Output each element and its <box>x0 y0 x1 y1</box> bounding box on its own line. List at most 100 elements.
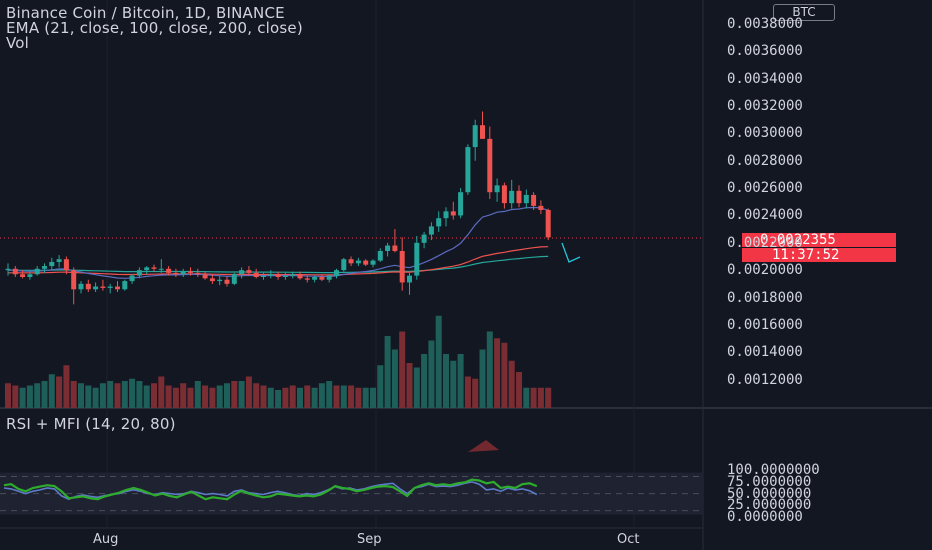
candle-body <box>49 261 55 267</box>
price-tick-label: 0.0026000 <box>727 180 803 197</box>
volume-bar <box>209 387 216 408</box>
rsi-mfi-legend: RSI + MFI (14, 20, 80) <box>6 415 176 433</box>
candle-body <box>231 274 237 284</box>
volume-bar <box>63 365 70 408</box>
volume-bar <box>399 331 406 408</box>
mfi-line <box>3 478 538 501</box>
volume-bar <box>129 378 136 408</box>
volume-bar <box>348 385 355 408</box>
candle-body <box>407 275 412 283</box>
volume-bar <box>450 360 457 408</box>
volume-bar <box>523 387 530 408</box>
candle-body <box>428 226 434 235</box>
time-tick-label: Oct <box>617 532 640 547</box>
candle-body <box>253 272 259 277</box>
volume-bar <box>435 315 442 408</box>
candle-body <box>239 270 245 275</box>
volume-bar <box>282 387 289 408</box>
candle-body <box>188 271 193 273</box>
price-tick-label: 0.0028000 <box>727 152 803 169</box>
oscillator-tick-label: 25.0000000 <box>727 497 812 514</box>
volume-bar <box>362 387 369 408</box>
oscillator-tick-label: 0.0000000 <box>727 509 803 525</box>
volume-bar <box>275 390 282 408</box>
volume-bar <box>70 381 77 408</box>
candle-body <box>282 275 288 277</box>
overbought-fill <box>468 440 499 452</box>
price-tick-label: 0.0012000 <box>727 371 803 388</box>
candle-body <box>12 268 18 275</box>
volume-bar <box>537 387 544 408</box>
volume-bar <box>158 376 165 408</box>
chart-title: Binance Coin / Bitcoin, 1D, BINANCE <box>6 4 285 22</box>
volume-bar <box>114 383 121 408</box>
candle-body <box>195 272 201 275</box>
candle-body <box>348 259 354 264</box>
candle-body <box>377 251 383 261</box>
price-tick-label: 0.0038000 <box>727 16 803 32</box>
volume-bar <box>391 349 398 408</box>
candle-body <box>27 274 33 277</box>
volume-bar <box>260 385 267 408</box>
volume-bar <box>56 376 63 408</box>
candle-body <box>107 286 113 288</box>
volume-bar <box>19 387 26 408</box>
annotation-arrow <box>561 242 581 263</box>
price-tick-label: 0.0024000 <box>727 207 803 224</box>
volume-bar <box>99 383 106 408</box>
volume-bar <box>333 385 340 408</box>
volume-bar <box>318 383 325 408</box>
volume-bar <box>26 385 33 408</box>
volume-bar <box>355 387 362 408</box>
candle-body <box>136 270 142 276</box>
volume-bar <box>457 354 464 408</box>
candle-body <box>443 211 449 219</box>
volume-bar <box>464 376 471 408</box>
oscillator-tick-label: 50.0000000 <box>727 485 812 502</box>
volume-bar <box>194 381 201 408</box>
candle-body <box>209 278 215 282</box>
volume-bar <box>92 387 99 408</box>
volume-bar <box>508 360 515 408</box>
candle-body <box>516 190 522 204</box>
volume-bar <box>289 385 296 408</box>
candle-body <box>319 276 325 280</box>
volume-bar <box>165 385 172 408</box>
volume-bar <box>494 338 501 408</box>
candle-body <box>436 218 442 227</box>
ema200-line <box>7 255 549 274</box>
volume-bar <box>253 383 260 408</box>
candle-body <box>56 259 62 262</box>
volume-bar <box>136 381 143 408</box>
candle-body <box>304 278 310 280</box>
candle-body <box>458 192 464 216</box>
candle-body <box>93 286 99 290</box>
volume-bar <box>304 385 311 408</box>
volume-bar <box>267 387 274 408</box>
oscillator-tick-label: 75.0000000 <box>727 473 812 490</box>
price-tick-label: 0.0036000 <box>727 43 803 60</box>
volume-bar <box>151 383 157 408</box>
volume-bar <box>238 381 245 408</box>
volume-bar <box>121 381 128 408</box>
candle-body <box>158 268 164 270</box>
volume-bar <box>180 383 187 408</box>
candle-body <box>20 274 26 277</box>
volume-bar <box>143 385 150 408</box>
candle-body <box>268 274 274 276</box>
candle-body <box>115 286 120 290</box>
candle-body <box>392 245 398 252</box>
candle-body <box>63 259 69 271</box>
candle-body <box>523 194 529 204</box>
last-price-tag: 0.0022355 <box>742 233 896 247</box>
candle-body <box>414 242 420 276</box>
volume-bar <box>216 385 223 408</box>
countdown-tag: 11:37:52 <box>742 248 896 262</box>
volume-bar <box>516 372 522 408</box>
candle-body <box>202 274 208 279</box>
volume-bar <box>370 387 376 408</box>
volume-bar <box>428 340 435 408</box>
currency-button[interactable]: BTC <box>773 4 835 21</box>
candle-body <box>509 190 515 204</box>
